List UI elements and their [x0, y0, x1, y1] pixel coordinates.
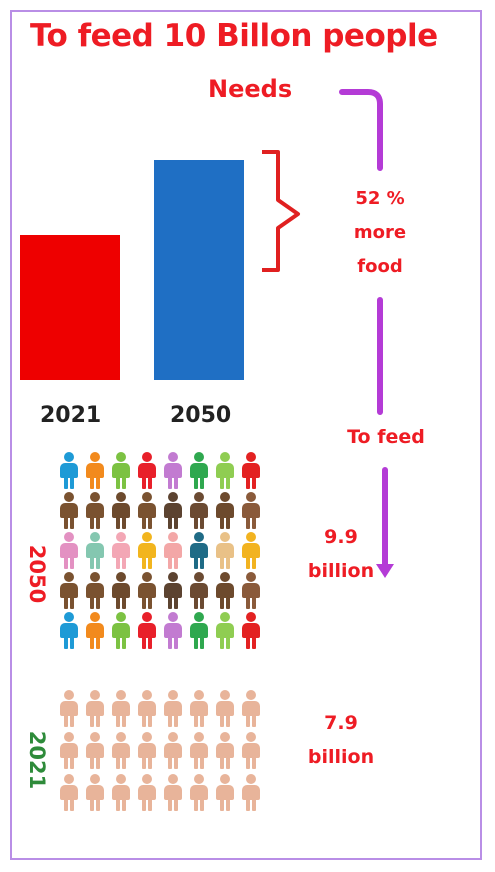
bar-2021 [20, 235, 120, 380]
person-icon [214, 492, 236, 530]
person-icon [162, 690, 184, 728]
population-year-2050: 2050 [25, 544, 50, 604]
person-icon [136, 612, 158, 650]
person-icon [188, 690, 210, 728]
person-icon [84, 732, 106, 770]
tick-label-2050: 2050 [170, 403, 232, 428]
population-unit-2021: billion [307, 746, 375, 768]
person-icon [136, 532, 158, 570]
person-icon [110, 774, 132, 812]
person-icon [84, 452, 106, 490]
person-icon [84, 492, 106, 530]
increase-word-more: more [353, 222, 407, 243]
increase-word-food: food [357, 256, 403, 277]
population-unit-2050: billion [307, 560, 375, 582]
person-icon [58, 492, 80, 530]
population-number-2050: 9.9 [324, 526, 358, 548]
person-icon [110, 732, 132, 770]
person-icon [188, 572, 210, 610]
person-icon [162, 572, 184, 610]
person-icon [110, 452, 132, 490]
person-icon [188, 774, 210, 812]
person-icon [136, 572, 158, 610]
person-icon [136, 452, 158, 490]
person-icon [162, 612, 184, 650]
person-icon [188, 452, 210, 490]
person-icon [188, 532, 210, 570]
bar-2050 [154, 159, 244, 380]
person-icon [240, 532, 262, 570]
food-bar-chart [20, 140, 260, 390]
tick-label-2021: 2021 [40, 403, 102, 428]
population-year-2021: 2021 [25, 730, 50, 790]
person-icon [162, 732, 184, 770]
population-number-2021: 7.9 [324, 712, 358, 734]
increase-value: 52 % [355, 188, 405, 209]
person-icon [240, 732, 262, 770]
person-icon [84, 774, 106, 812]
people-2050 [58, 452, 278, 662]
person-icon [240, 690, 262, 728]
person-icon [240, 774, 262, 812]
increase-label: 52 % more food [330, 182, 430, 284]
person-icon [58, 532, 80, 570]
needs-label: Needs [208, 75, 293, 103]
person-icon [214, 532, 236, 570]
person-icon [162, 532, 184, 570]
population-value-2050: 9.9 billion [286, 520, 396, 588]
person-icon [240, 612, 262, 650]
person-icon [162, 492, 184, 530]
page-title: To feed 10 Billon people [30, 18, 438, 54]
person-icon [110, 572, 132, 610]
population-value-2021: 7.9 billion [286, 706, 396, 774]
person-icon [84, 690, 106, 728]
person-icon [58, 612, 80, 650]
person-icon [162, 452, 184, 490]
person-icon [240, 572, 262, 610]
person-icon [58, 774, 80, 812]
person-icon [188, 612, 210, 650]
person-icon [240, 492, 262, 530]
to-feed-label: To feed [347, 426, 425, 448]
person-icon [110, 492, 132, 530]
person-icon [136, 690, 158, 728]
person-icon [162, 774, 184, 812]
person-icon [58, 452, 80, 490]
person-icon [84, 532, 106, 570]
person-icon [84, 612, 106, 650]
person-icon [214, 690, 236, 728]
person-icon [58, 690, 80, 728]
person-icon [84, 572, 106, 610]
person-icon [136, 774, 158, 812]
person-icon [110, 690, 132, 728]
person-icon [136, 732, 158, 770]
person-icon [188, 492, 210, 530]
person-icon [214, 452, 236, 490]
person-icon [214, 612, 236, 650]
person-icon [214, 774, 236, 812]
person-icon [214, 732, 236, 770]
person-icon [110, 532, 132, 570]
people-2021 [58, 690, 278, 820]
person-icon [110, 612, 132, 650]
person-icon [214, 572, 236, 610]
person-icon [136, 492, 158, 530]
person-icon [188, 732, 210, 770]
person-icon [58, 572, 80, 610]
person-icon [58, 732, 80, 770]
person-icon [240, 452, 262, 490]
